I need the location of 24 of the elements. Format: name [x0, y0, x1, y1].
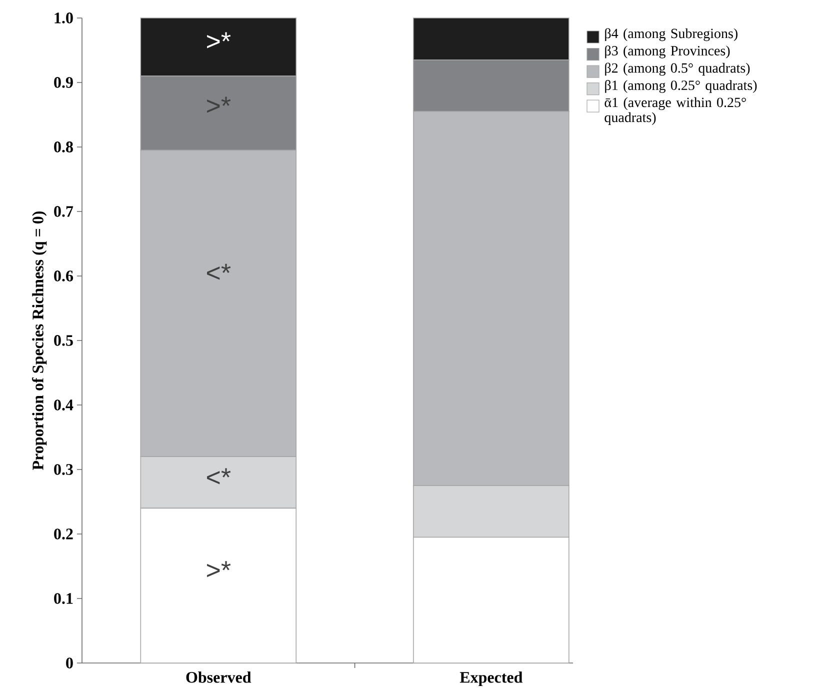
y-tick-label: 0.7 [54, 206, 74, 217]
legend-label: β1 (among 0.25° quadrats) [605, 80, 757, 93]
y-tick-label: 0.1 [54, 593, 73, 604]
legend-label: β4 (among Subregions) [605, 28, 738, 42]
legend-label: β3 (among Provinces) [605, 45, 730, 58]
annotation: >* [207, 32, 231, 48]
y-tick-label: 0.3 [54, 464, 73, 475]
y-tick-label: 0.5 [54, 335, 73, 346]
x-tick-label: Expected [460, 672, 523, 686]
y-tick-label: 0.4 [54, 400, 74, 410]
y-axis-title: Proportion of Species Richness (q = 0) [32, 211, 47, 470]
y-tick-label: 0.8 [54, 142, 73, 152]
y-tick-label: 0.9 [54, 77, 73, 88]
legend-label: ᾱ1 (average within 0.25° quadrats) [604, 97, 746, 125]
legend-label: β2 (among 0.5° quadrats) [605, 62, 750, 76]
annotation: >* [207, 561, 231, 578]
y-tick-label: 0.6 [54, 270, 74, 282]
y-tick-label: 0 [66, 658, 73, 668]
annotation: <* [207, 264, 231, 280]
y-tick-label: 1.0 [54, 12, 73, 24]
x-tick-label: Observed [186, 672, 252, 683]
y-tick-label: 0.2 [54, 528, 73, 540]
annotation: >* [207, 96, 231, 113]
annotation: <* [207, 468, 231, 484]
